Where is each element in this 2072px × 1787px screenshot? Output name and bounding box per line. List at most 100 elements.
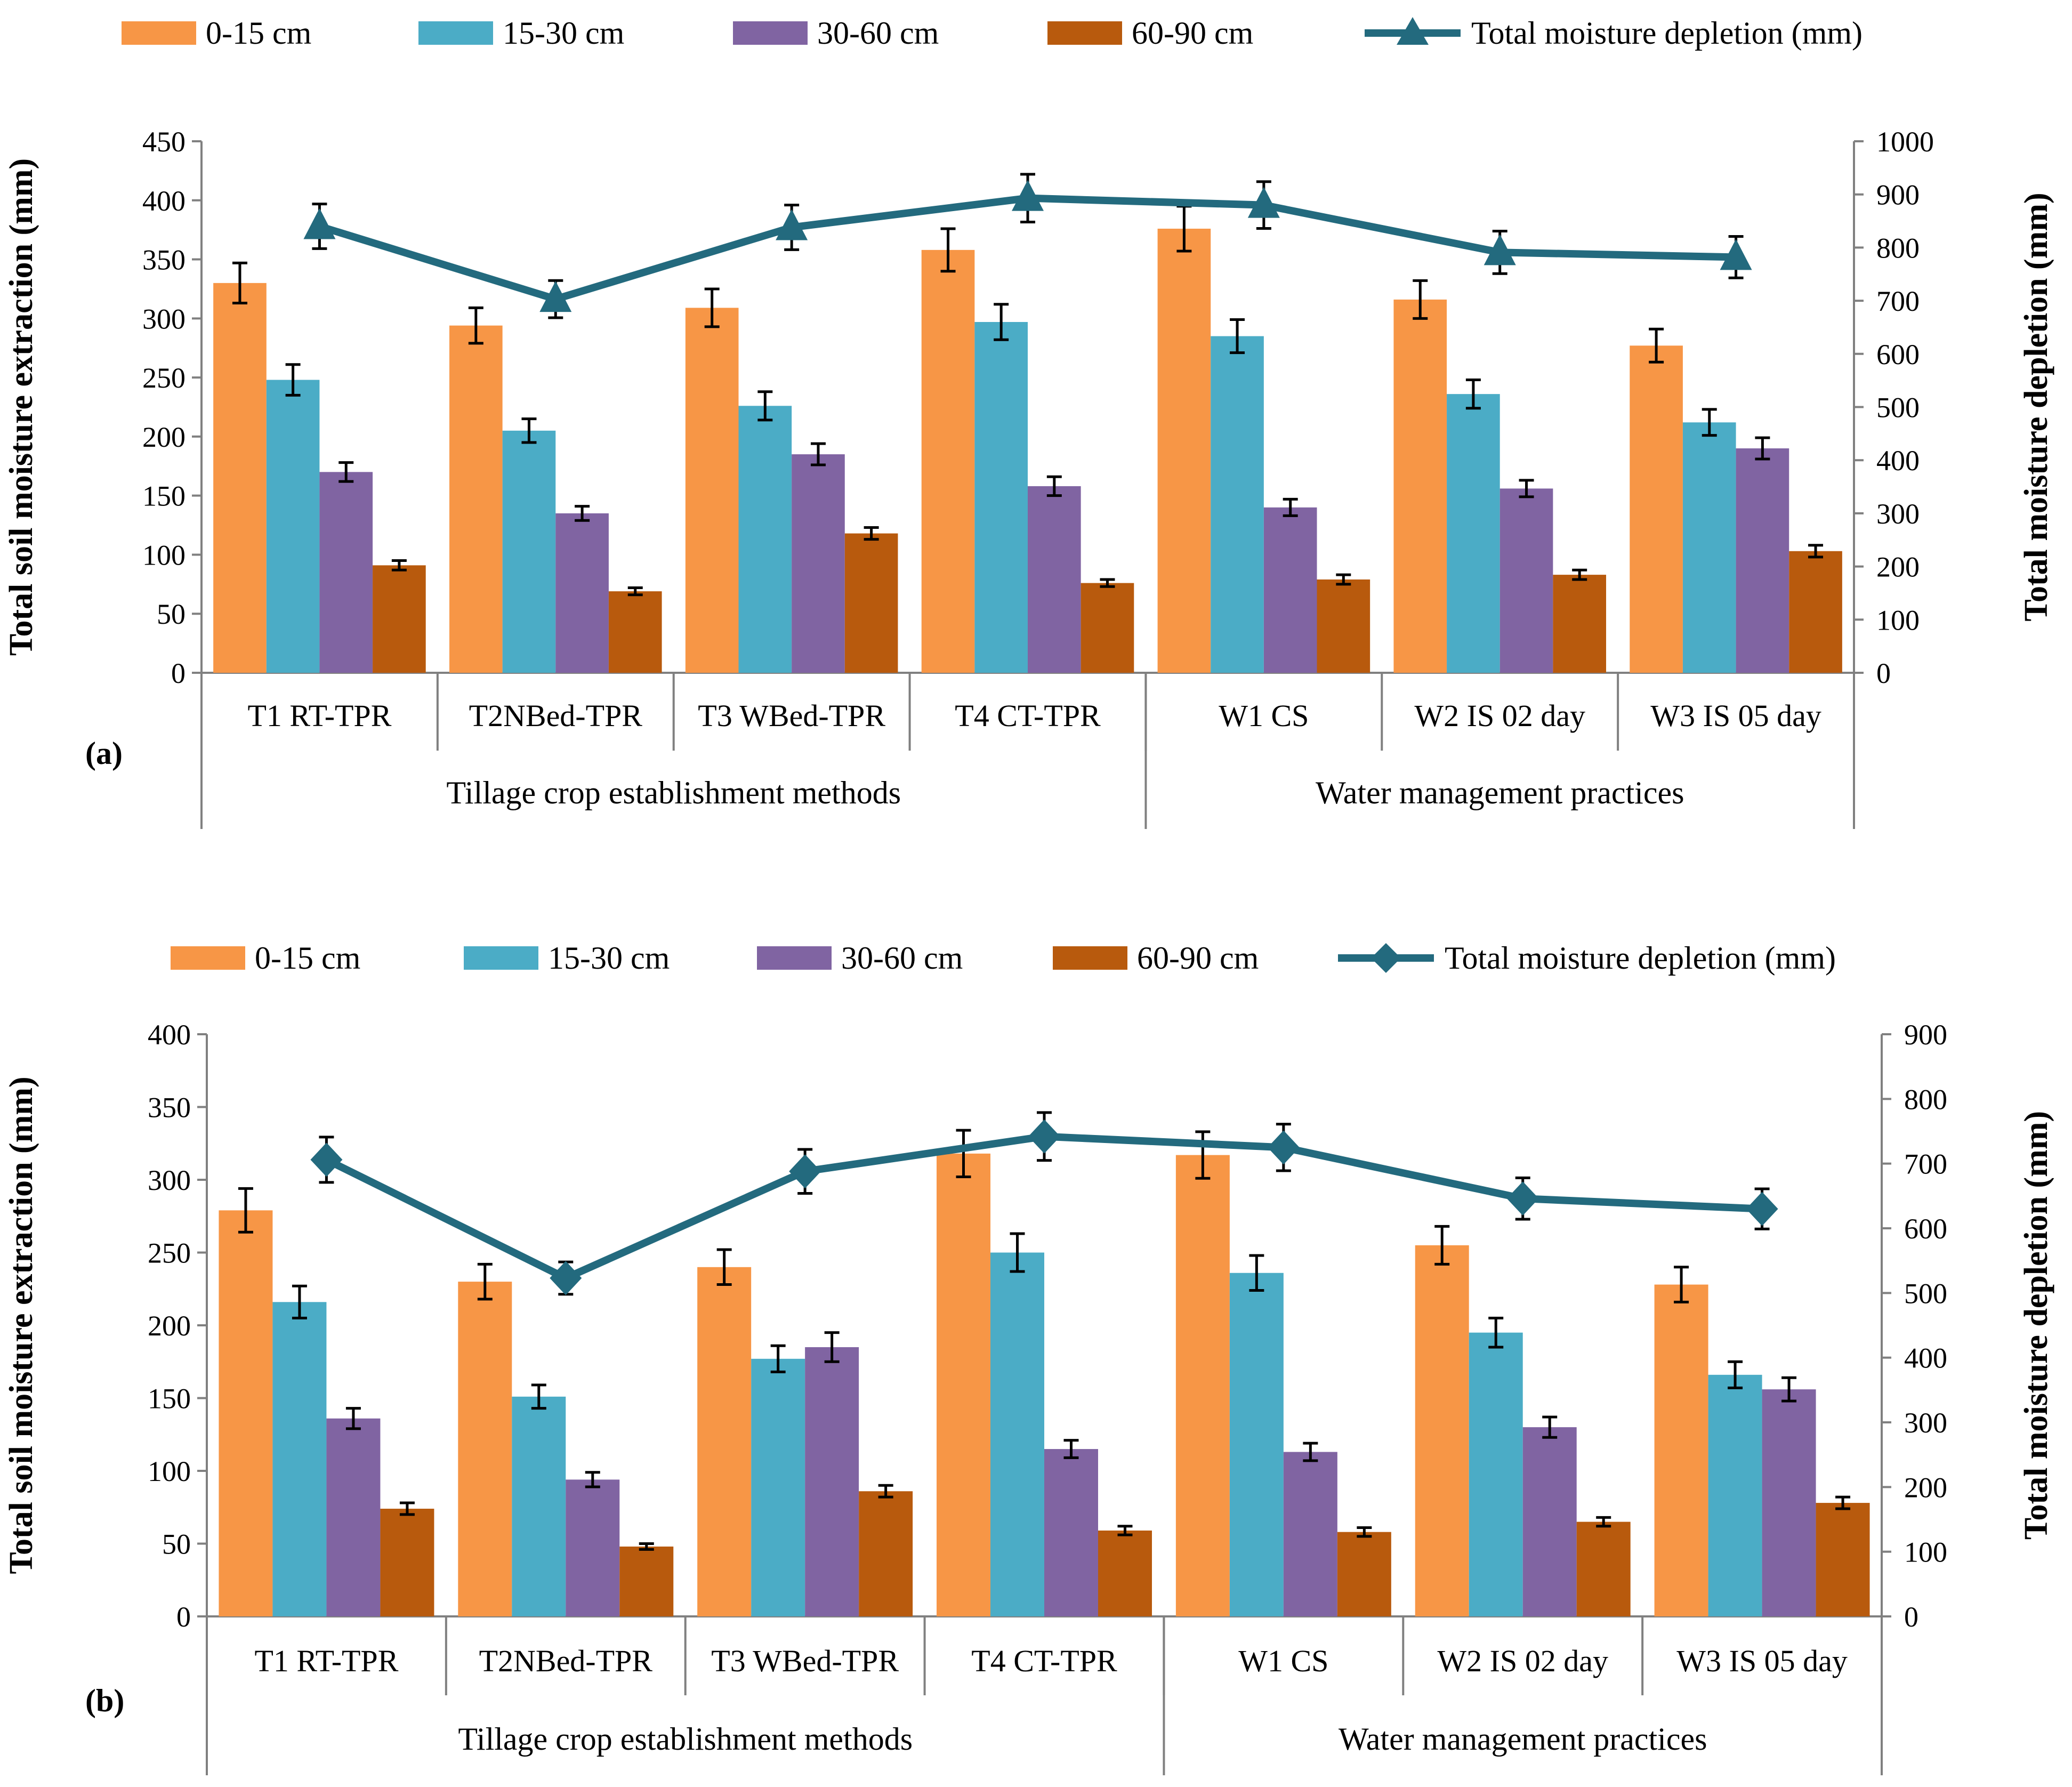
bar-60-90cm-5 bbox=[1576, 1522, 1631, 1616]
bar-15-30cm-5 bbox=[1447, 394, 1500, 673]
y2-tick-label: 500 bbox=[1876, 392, 1920, 424]
bar-0-15cm-2 bbox=[685, 308, 739, 673]
y-tick-label: 400 bbox=[148, 1019, 191, 1051]
y2-tick-label: 800 bbox=[1904, 1083, 1947, 1115]
bar-15-30cm-1 bbox=[512, 1396, 566, 1616]
y2-tick-label: 400 bbox=[1904, 1342, 1947, 1374]
bar-60-90cm-0 bbox=[373, 565, 426, 673]
bar-30-60cm-4 bbox=[1263, 507, 1317, 673]
bar-60-90cm-1 bbox=[619, 1546, 674, 1616]
depletion-marker-0 bbox=[303, 208, 336, 239]
depletion-marker-4 bbox=[1247, 187, 1280, 218]
depletion-marker-2 bbox=[789, 1154, 821, 1189]
bar-60-90cm-0 bbox=[380, 1508, 434, 1616]
bar-15-30cm-6 bbox=[1708, 1374, 1762, 1616]
legend-label: 30-60 cm bbox=[817, 15, 939, 51]
y2-tick-label: 600 bbox=[1876, 339, 1920, 371]
legend-label: 0-15 cm bbox=[255, 940, 360, 976]
y2-tick-label: 200 bbox=[1876, 551, 1920, 583]
y-tick-label: 100 bbox=[142, 539, 186, 571]
y-tick-label: 400 bbox=[142, 185, 186, 217]
legend-swatch-0-15cm bbox=[171, 946, 245, 970]
chart-panel-b: 0-15 cm 15-30 cm 30-60 cm 60-90 cm Total moi… bbox=[3, 940, 2054, 1775]
bar-60-90cm-3 bbox=[1098, 1530, 1152, 1616]
bar-60-90cm-1 bbox=[608, 591, 662, 673]
y2-tick-label: 800 bbox=[1876, 232, 1920, 264]
depletion-marker-2 bbox=[776, 209, 808, 240]
legend-label: Total moisture depletion (mm) bbox=[1471, 15, 1863, 51]
legend-label: 60-90 cm bbox=[1137, 940, 1259, 976]
category-label: T3 WBed-TPR bbox=[711, 1644, 899, 1678]
bar-15-30cm-1 bbox=[502, 430, 556, 673]
group-label: Tillage crop establishment methods bbox=[446, 775, 901, 810]
depletion-marker-4 bbox=[1267, 1130, 1300, 1165]
y2-tick-label: 0 bbox=[1876, 657, 1891, 689]
bar-15-30cm-6 bbox=[1682, 422, 1736, 673]
y-tick-label: 0 bbox=[171, 657, 186, 689]
legend-swatch-15-30cm bbox=[418, 21, 493, 45]
bar-60-90cm-2 bbox=[844, 533, 898, 673]
category-label: T1 RT-TPR bbox=[247, 698, 391, 733]
bar-15-30cm-0 bbox=[266, 380, 320, 673]
bar-15-30cm-5 bbox=[1469, 1332, 1523, 1616]
y-tick-label: 300 bbox=[148, 1164, 191, 1196]
bar-0-15cm-6 bbox=[1654, 1284, 1708, 1616]
category-label: W3 IS 05 day bbox=[1676, 1644, 1848, 1678]
legend-label: 15-30 cm bbox=[503, 15, 624, 51]
bar-30-60cm-2 bbox=[805, 1347, 859, 1616]
bar-30-60cm-3 bbox=[1028, 486, 1081, 673]
bar-15-30cm-2 bbox=[751, 1358, 805, 1616]
depletion-marker-6 bbox=[1746, 1192, 1778, 1226]
depletion-marker-3 bbox=[1012, 180, 1044, 211]
y-tick-label: 450 bbox=[142, 126, 186, 158]
depletion-marker-1 bbox=[550, 1261, 582, 1295]
group-label: Tillage crop establishment methods bbox=[458, 1721, 913, 1757]
y-tick-label: 50 bbox=[157, 598, 186, 630]
bar-30-60cm-4 bbox=[1283, 1452, 1337, 1616]
category-label: W1 CS bbox=[1219, 698, 1309, 733]
bar-30-60cm-6 bbox=[1762, 1389, 1816, 1616]
category-label: W3 IS 05 day bbox=[1650, 698, 1821, 733]
bar-60-90cm-6 bbox=[1816, 1503, 1870, 1616]
bar-30-60cm-6 bbox=[1736, 448, 1789, 673]
legend-label: 30-60 cm bbox=[841, 940, 963, 976]
depletion-marker-0 bbox=[310, 1142, 343, 1177]
category-label: T4 CT-TPR bbox=[955, 698, 1101, 733]
bar-30-60cm-3 bbox=[1044, 1449, 1098, 1616]
bar-0-15cm-2 bbox=[697, 1267, 752, 1616]
legend-swatch-30-60cm bbox=[733, 21, 808, 45]
y2-tick-label: 400 bbox=[1876, 445, 1920, 477]
legend-diamond-marker bbox=[1371, 943, 1401, 973]
y-tick-label: 50 bbox=[162, 1528, 191, 1560]
y2-axis-title: Total moisture depletion (mm) bbox=[2018, 1111, 2054, 1540]
bar-15-30cm-4 bbox=[1229, 1273, 1284, 1616]
bar-30-60cm-0 bbox=[319, 472, 373, 673]
category-label: W2 IS 02 day bbox=[1437, 1644, 1608, 1678]
bar-15-30cm-0 bbox=[272, 1302, 327, 1616]
y-tick-label: 150 bbox=[142, 480, 186, 512]
bar-30-60cm-1 bbox=[566, 1479, 620, 1616]
category-label: W2 IS 02 day bbox=[1414, 698, 1585, 733]
bar-30-60cm-1 bbox=[555, 513, 609, 673]
y-tick-label: 250 bbox=[148, 1237, 191, 1269]
bar-0-15cm-1 bbox=[449, 325, 503, 673]
legend-label: 0-15 cm bbox=[206, 15, 311, 51]
legend-swatch-30-60cm bbox=[757, 946, 832, 970]
legend-swatch-15-30cm bbox=[464, 946, 538, 970]
y-tick-label: 150 bbox=[148, 1383, 191, 1415]
bar-30-60cm-2 bbox=[792, 454, 845, 673]
panel-label: (a) bbox=[85, 736, 123, 771]
bar-0-15cm-5 bbox=[1393, 299, 1447, 673]
bar-60-90cm-2 bbox=[859, 1491, 913, 1616]
y-tick-label: 200 bbox=[142, 421, 186, 453]
y-tick-label: 350 bbox=[148, 1092, 191, 1124]
bar-15-30cm-3 bbox=[990, 1252, 1044, 1616]
bar-0-15cm-0 bbox=[219, 1210, 273, 1616]
bar-60-90cm-6 bbox=[1789, 551, 1842, 673]
y2-tick-label: 600 bbox=[1904, 1213, 1947, 1245]
legend-label: 60-90 cm bbox=[1132, 15, 1253, 51]
y2-tick-label: 300 bbox=[1876, 498, 1920, 530]
group-label: Water management practices bbox=[1316, 775, 1684, 810]
bar-0-15cm-5 bbox=[1415, 1245, 1469, 1616]
depletion-marker-3 bbox=[1028, 1119, 1060, 1154]
